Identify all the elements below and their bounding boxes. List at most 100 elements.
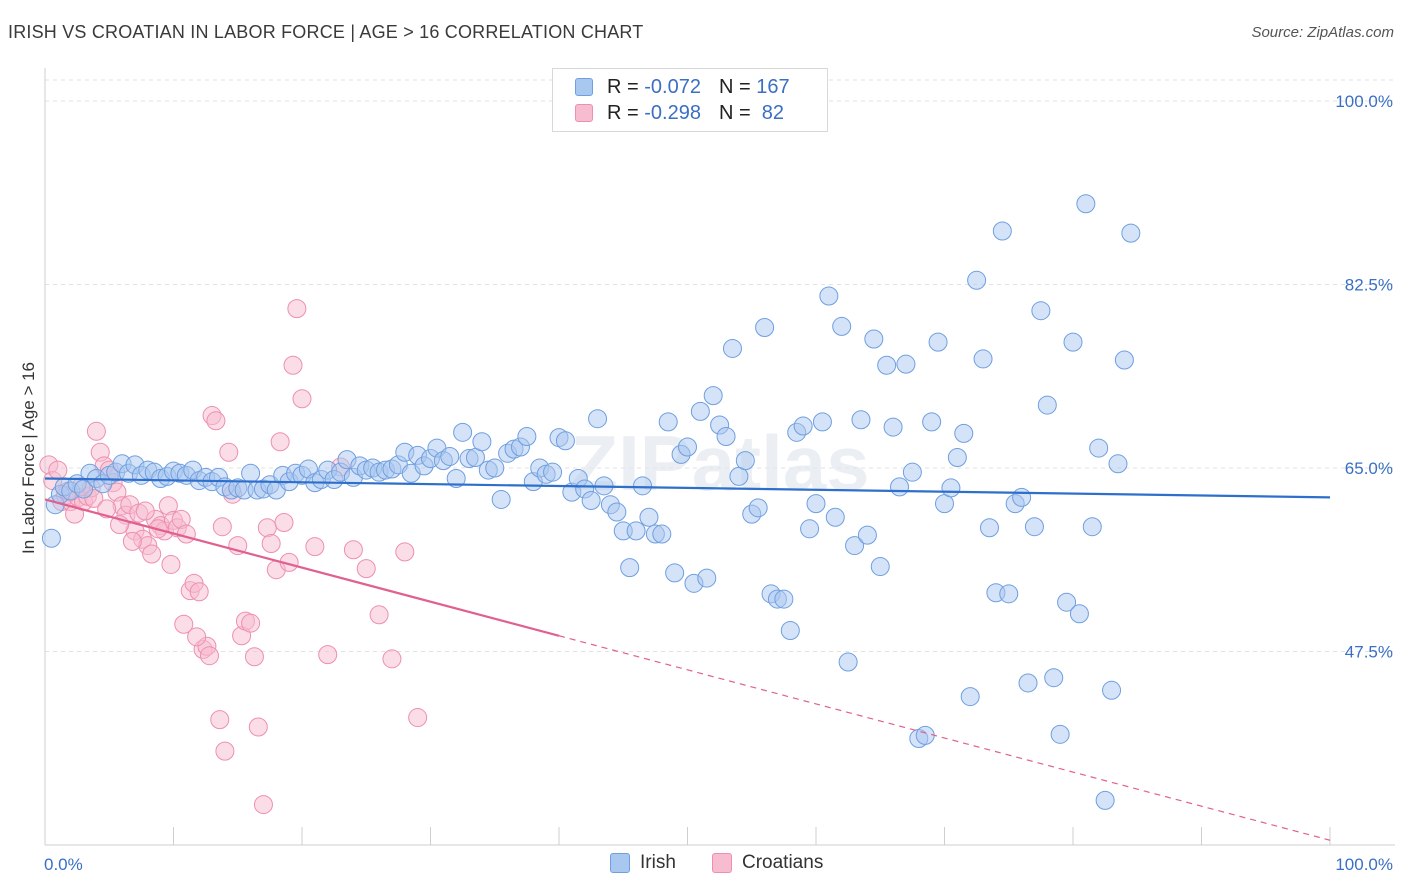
irish-point — [1069, 604, 1089, 624]
irish-point — [902, 462, 922, 482]
legend-r-value: -0.072 — [644, 75, 701, 98]
irish-point — [1037, 395, 1057, 415]
irish-point — [774, 589, 794, 609]
irish-point — [665, 563, 685, 583]
legend-item-croatians: Croatians — [712, 852, 823, 874]
irish-point — [1044, 668, 1064, 688]
irish-point — [722, 338, 742, 358]
irish-legend-swatch — [610, 853, 630, 873]
croatians-point — [189, 582, 209, 602]
croatians-point — [244, 647, 264, 667]
legend-n-label: N = — [718, 101, 751, 124]
croatians-point — [287, 299, 307, 319]
irish-point — [703, 386, 723, 406]
irish-point — [626, 521, 646, 541]
croatians-point — [382, 649, 402, 669]
irish-point — [832, 316, 852, 336]
irish-point — [812, 412, 832, 432]
irish-point — [845, 536, 865, 556]
croatians-point — [219, 442, 239, 462]
legend-n-label: N = — [718, 75, 751, 98]
irish-point — [1012, 487, 1032, 507]
irish-swatch — [575, 78, 593, 96]
croatians-point — [174, 614, 194, 634]
croatians-trend-extension — [558, 635, 1331, 841]
irish-point — [588, 409, 608, 429]
legend-row-irish: R = -0.072 N = 167 — [575, 74, 790, 100]
irish-point — [1050, 724, 1070, 744]
croatians-point — [248, 717, 268, 737]
irish-point — [1057, 592, 1077, 612]
irish-point — [453, 422, 473, 442]
irish-point — [838, 652, 858, 672]
croatians-point — [356, 559, 376, 579]
irish-point — [1076, 194, 1096, 214]
irish-point — [735, 451, 755, 471]
irish-point — [1024, 517, 1044, 537]
legend-r-label: R = — [607, 75, 639, 98]
irish-point — [896, 354, 916, 374]
irish-point — [973, 349, 993, 369]
croatians-point — [408, 708, 428, 728]
irish-point — [1102, 680, 1122, 700]
irish-point — [1082, 517, 1102, 537]
croatians-point — [253, 795, 273, 815]
irish-legend-label: Irish — [640, 852, 676, 873]
y-axis-label: In Labor Force | Age > 16 — [19, 362, 38, 554]
series-legend: Irish Croatians — [0, 852, 1406, 878]
trend-lines — [44, 477, 1331, 841]
irish-point — [241, 463, 261, 483]
croatians-legend-swatch — [712, 853, 732, 873]
irish-point — [1031, 301, 1051, 321]
irish-point — [1018, 673, 1038, 693]
tick-labels: 47.5% 65.0% 82.5% 100.0% 0.0% 100.0% — [44, 92, 1393, 874]
y-tick-label: 47.5% — [1345, 642, 1393, 661]
croatians-point — [261, 533, 281, 553]
irish-point — [690, 401, 710, 421]
legend-row-croatians: R = -0.298 N = 82 — [575, 100, 784, 126]
legend-n-value: 82 — [761, 101, 785, 124]
croatians-point — [270, 432, 290, 452]
irish-point — [748, 498, 768, 518]
croatians-point — [283, 355, 303, 375]
croatians-point — [369, 605, 389, 625]
irish-point — [652, 524, 672, 544]
croatians-point — [210, 710, 230, 730]
croatians-point — [274, 513, 294, 533]
irish-point — [658, 412, 678, 432]
stats-legend: R = -0.072 N = 167 R = -0.298 N = 82 — [552, 68, 828, 132]
irish-point — [543, 462, 563, 482]
gridlines — [45, 79, 1395, 652]
irish-point — [960, 687, 980, 707]
chart-title: IRISH VS CROATIAN IN LABOR FORCE | AGE >… — [8, 22, 644, 42]
irish-point — [967, 270, 987, 290]
irish-point — [639, 507, 659, 527]
irish-point — [870, 557, 890, 577]
irish-point — [1095, 790, 1115, 810]
croatians-point — [343, 540, 363, 560]
croatians-point — [395, 542, 415, 562]
irish-point — [922, 412, 942, 432]
irish-point — [819, 286, 839, 306]
irish-trend-line — [44, 477, 1331, 499]
irish-point — [915, 725, 935, 745]
legend-item-irish: Irish — [610, 852, 676, 874]
x-tick-label: 0.0% — [44, 855, 83, 874]
irish-point — [446, 468, 466, 488]
croatians-point — [48, 460, 68, 480]
croatians-point — [161, 554, 181, 574]
y-tick-label: 65.0% — [1345, 459, 1393, 478]
irish-point — [41, 528, 61, 548]
croatians-point — [199, 646, 219, 666]
croatians-point — [305, 537, 325, 557]
croatians-point — [122, 531, 142, 551]
croatians-legend-label: Croatians — [742, 852, 824, 873]
croatians-point — [142, 544, 162, 564]
croatians-point — [241, 613, 261, 633]
irish-point — [1089, 438, 1109, 458]
irish-point — [979, 518, 999, 538]
irish-point — [780, 621, 800, 641]
croatians-point — [187, 627, 207, 647]
irish-point — [517, 427, 537, 447]
